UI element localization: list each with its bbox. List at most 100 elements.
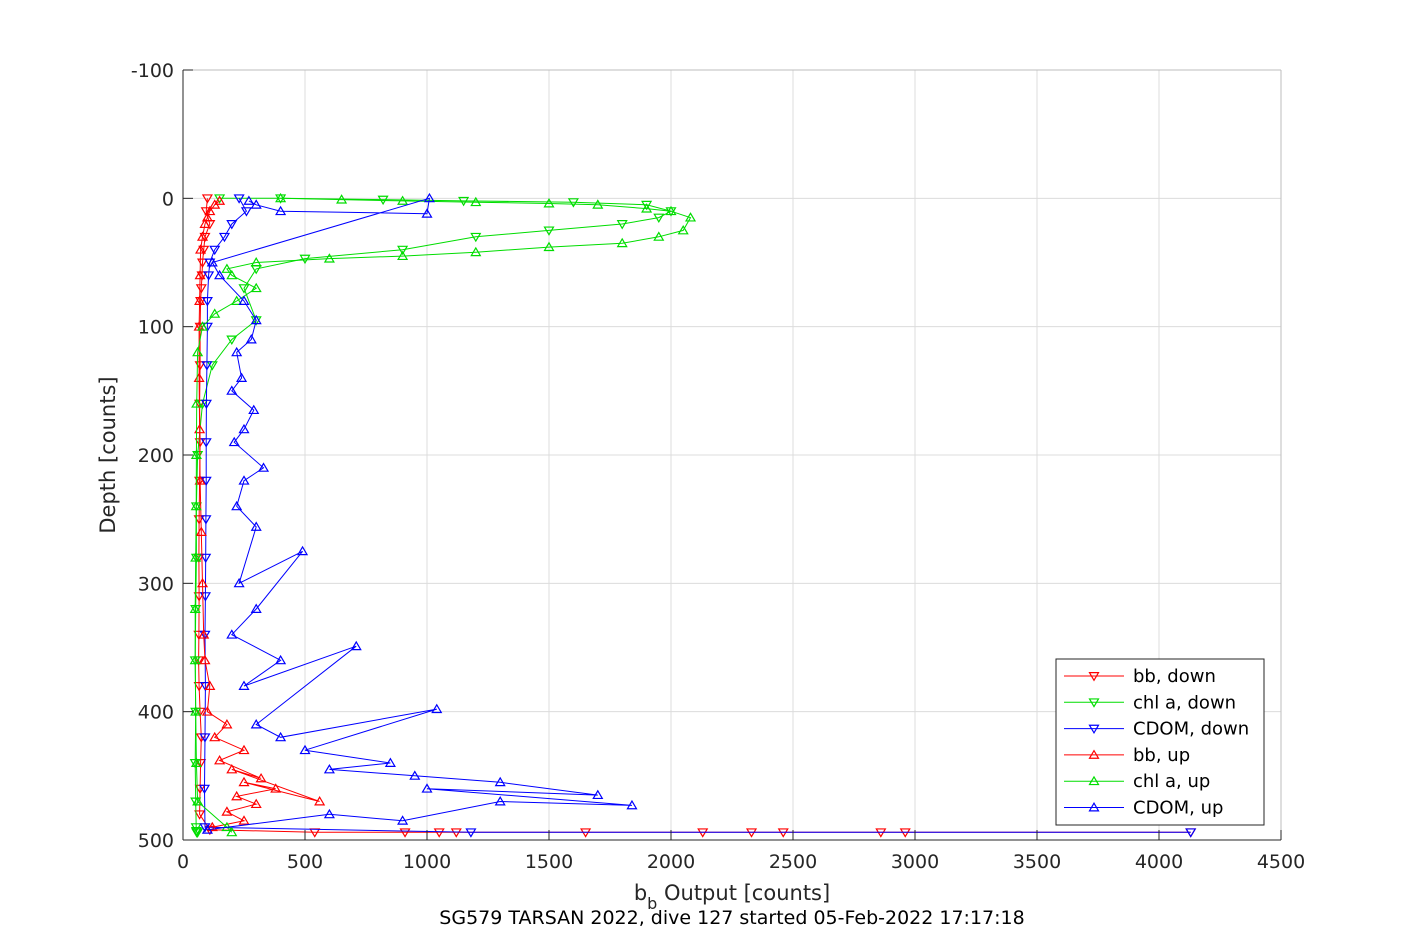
data-point	[397, 250, 409, 261]
data-point	[228, 436, 240, 447]
data-point	[641, 203, 653, 213]
data-point	[350, 640, 362, 651]
data-point	[196, 577, 209, 588]
data-point	[194, 295, 206, 305]
data-point	[231, 295, 243, 305]
x-tick-label: 4000	[1135, 851, 1183, 873]
legend-item: CDOM, up	[1064, 798, 1223, 819]
data-point	[641, 200, 653, 211]
data-point	[465, 828, 477, 838]
data-point	[494, 796, 506, 806]
data-point	[423, 192, 435, 203]
legend-marker	[1088, 802, 1100, 812]
data-point	[250, 719, 262, 729]
data-point	[250, 521, 262, 531]
data-point	[231, 790, 243, 801]
legend-marker	[1088, 775, 1100, 786]
data-point	[314, 796, 326, 806]
data-point	[190, 500, 202, 511]
data-point	[189, 603, 201, 613]
data-point	[209, 308, 221, 318]
x-tick-label: 4500	[1257, 851, 1305, 873]
data-point	[195, 759, 207, 769]
data-point	[238, 680, 250, 690]
legend-box	[1055, 658, 1265, 826]
legend-label: bb, down	[1133, 666, 1216, 687]
data-point	[204, 205, 216, 216]
data-point	[194, 269, 206, 280]
legend-item: bb, up	[1064, 745, 1190, 766]
caption: SG579 TARSAN 2022, dive 127 started 05-F…	[439, 907, 1024, 929]
data-point	[201, 194, 213, 204]
data-point	[616, 220, 628, 230]
legend-marker	[1088, 724, 1100, 735]
data-point	[470, 196, 482, 207]
data-point	[196, 321, 209, 331]
data-point	[250, 603, 262, 613]
data-point	[226, 335, 238, 345]
data-point	[231, 500, 243, 511]
data-point	[199, 654, 211, 665]
data-point	[431, 703, 443, 714]
data-point	[684, 212, 697, 222]
data-point	[243, 195, 255, 205]
data-point	[236, 372, 248, 382]
data-point	[206, 821, 218, 832]
data-point	[238, 776, 250, 787]
data-point	[653, 231, 665, 241]
data-point	[336, 194, 348, 204]
data-point	[240, 207, 252, 217]
data-point	[397, 815, 409, 825]
legend-item: chl a, down	[1064, 692, 1236, 713]
data-point	[192, 796, 204, 806]
data-point	[209, 731, 221, 742]
data-point	[195, 526, 207, 536]
x-axis-label-rest: Output [counts]	[657, 881, 830, 905]
data-point	[226, 385, 238, 395]
data-point	[214, 195, 226, 205]
data-point	[200, 553, 212, 564]
data-point	[190, 706, 202, 716]
data-point	[257, 462, 270, 472]
legend-label: CDOM, down	[1133, 719, 1249, 740]
data-point	[248, 404, 260, 415]
data-point	[214, 194, 226, 204]
series-layer	[189, 192, 1197, 838]
data-point	[191, 398, 203, 408]
data-point	[323, 253, 335, 263]
x-tick-labels: 0 500 1000 1500 2000 2500 3000 3500 4000 4500	[177, 851, 1305, 873]
x-tick-label: 3000	[891, 851, 939, 873]
data-point	[214, 754, 226, 765]
data-point	[201, 297, 213, 307]
series-line	[203, 198, 1191, 833]
data-point	[198, 245, 210, 256]
data-point	[270, 783, 282, 793]
axes	[182, 69, 1282, 841]
legend-marker	[1088, 672, 1100, 682]
data-point	[384, 757, 396, 767]
data-point	[233, 194, 245, 204]
data-point	[201, 212, 213, 222]
data-point	[200, 207, 212, 217]
y-tick-labels: -100 0 100 200 300 400 500	[131, 60, 174, 852]
y-tick-label: 500	[138, 830, 174, 852]
x-axis-label: bb Output [counts]	[634, 881, 830, 913]
data-point	[214, 269, 226, 280]
data-point	[194, 475, 206, 485]
data-point	[190, 449, 202, 459]
data-point	[200, 515, 212, 525]
data-point	[193, 592, 205, 602]
data-point	[196, 231, 209, 241]
data-point	[1185, 828, 1197, 838]
legend-marker	[1088, 749, 1100, 759]
data-point	[470, 246, 482, 257]
data-point	[275, 205, 287, 216]
data-point	[226, 763, 238, 774]
data-point	[226, 826, 238, 837]
series-bb-up	[193, 195, 326, 832]
data-point	[200, 438, 212, 448]
data-point	[193, 682, 205, 692]
x-axis-label-main: b	[634, 881, 647, 905]
data-point	[201, 706, 213, 716]
data-point	[226, 220, 238, 230]
